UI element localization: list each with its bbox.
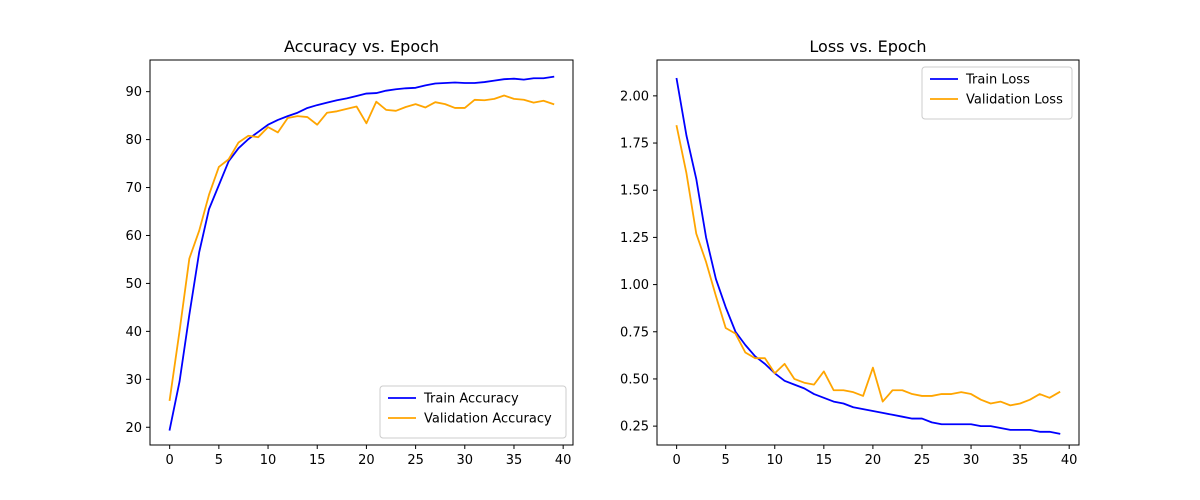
x-tick-label: 10 — [260, 453, 277, 468]
x-tick-label: 30 — [457, 453, 474, 468]
x-tick-label: 20 — [358, 453, 375, 468]
chart-title: Accuracy vs. Epoch — [284, 37, 439, 56]
y-tick-label: 50 — [125, 277, 142, 292]
x-tick-label: 35 — [1012, 453, 1029, 468]
x-tick-label: 0 — [166, 453, 174, 468]
y-tick-label: 90 — [125, 85, 142, 100]
legend-box — [379, 385, 567, 439]
legend-label: Validation Loss — [966, 93, 1063, 108]
x-tick-label: 20 — [865, 453, 882, 468]
legend: Train Loss Validation Loss — [921, 66, 1073, 120]
x-tick-label: 40 — [555, 453, 572, 468]
legend: Train Accuracy Validation Accuracy — [379, 385, 567, 439]
series-line-train-accuracy — [168, 75, 555, 431]
x-tick-label: 25 — [914, 453, 931, 468]
x-tick-label: 25 — [407, 453, 424, 468]
x-tick-label: 10 — [766, 453, 783, 468]
y-tick-label: 70 — [125, 181, 142, 196]
x-tick-label: 15 — [816, 453, 833, 468]
y-tick-label: 2.00 — [620, 89, 649, 104]
y-tick-label: 0.25 — [620, 420, 649, 435]
series-line-validation-accuracy — [168, 94, 555, 401]
axes-frame — [656, 59, 1080, 446]
y-tick-label: 1.00 — [620, 278, 649, 293]
y-tick-label: 0.75 — [620, 325, 649, 340]
chart-title: Loss vs. Epoch — [809, 37, 926, 56]
series-line-train-loss — [675, 77, 1061, 435]
y-tick-label: 20 — [125, 421, 142, 436]
chart-1: Accuracy vs. Epoch 0 5 10 15 20 25 30 35 40 20 30 40… — [125, 37, 574, 468]
legend-label: Train Loss — [965, 73, 1030, 88]
axes-frame — [149, 59, 574, 446]
y-tick-label: 1.25 — [620, 231, 649, 246]
x-tick-label: 15 — [309, 453, 326, 468]
y-tick-label: 1.50 — [620, 184, 649, 199]
y-tick-label: 80 — [125, 133, 142, 148]
x-tick-label: 35 — [506, 453, 523, 468]
y-tick-label: 30 — [125, 373, 142, 388]
legend-label: Validation Accuracy — [424, 412, 552, 427]
y-tick-label: 60 — [125, 229, 142, 244]
y-tick-label: 0.50 — [620, 372, 649, 387]
series-line-validation-loss — [675, 124, 1061, 407]
chart-2: Loss vs. Epoch 0 5 10 15 20 25 30 35 40 0.25 0.50 0.… — [620, 37, 1080, 468]
x-tick-label: 0 — [672, 453, 680, 468]
legend-label: Train Accuracy — [423, 392, 519, 407]
x-tick-label: 5 — [215, 453, 223, 468]
x-tick-label: 40 — [1061, 453, 1078, 468]
legend-box — [921, 66, 1073, 120]
x-tick-label: 5 — [722, 453, 730, 468]
y-tick-label: 1.75 — [620, 137, 649, 152]
y-tick-label: 40 — [125, 325, 142, 340]
x-tick-label: 30 — [963, 453, 980, 468]
